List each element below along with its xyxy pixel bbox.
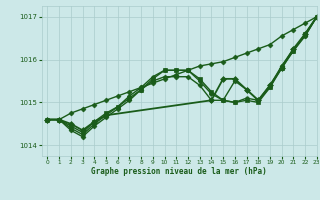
- X-axis label: Graphe pression niveau de la mer (hPa): Graphe pression niveau de la mer (hPa): [91, 167, 267, 176]
